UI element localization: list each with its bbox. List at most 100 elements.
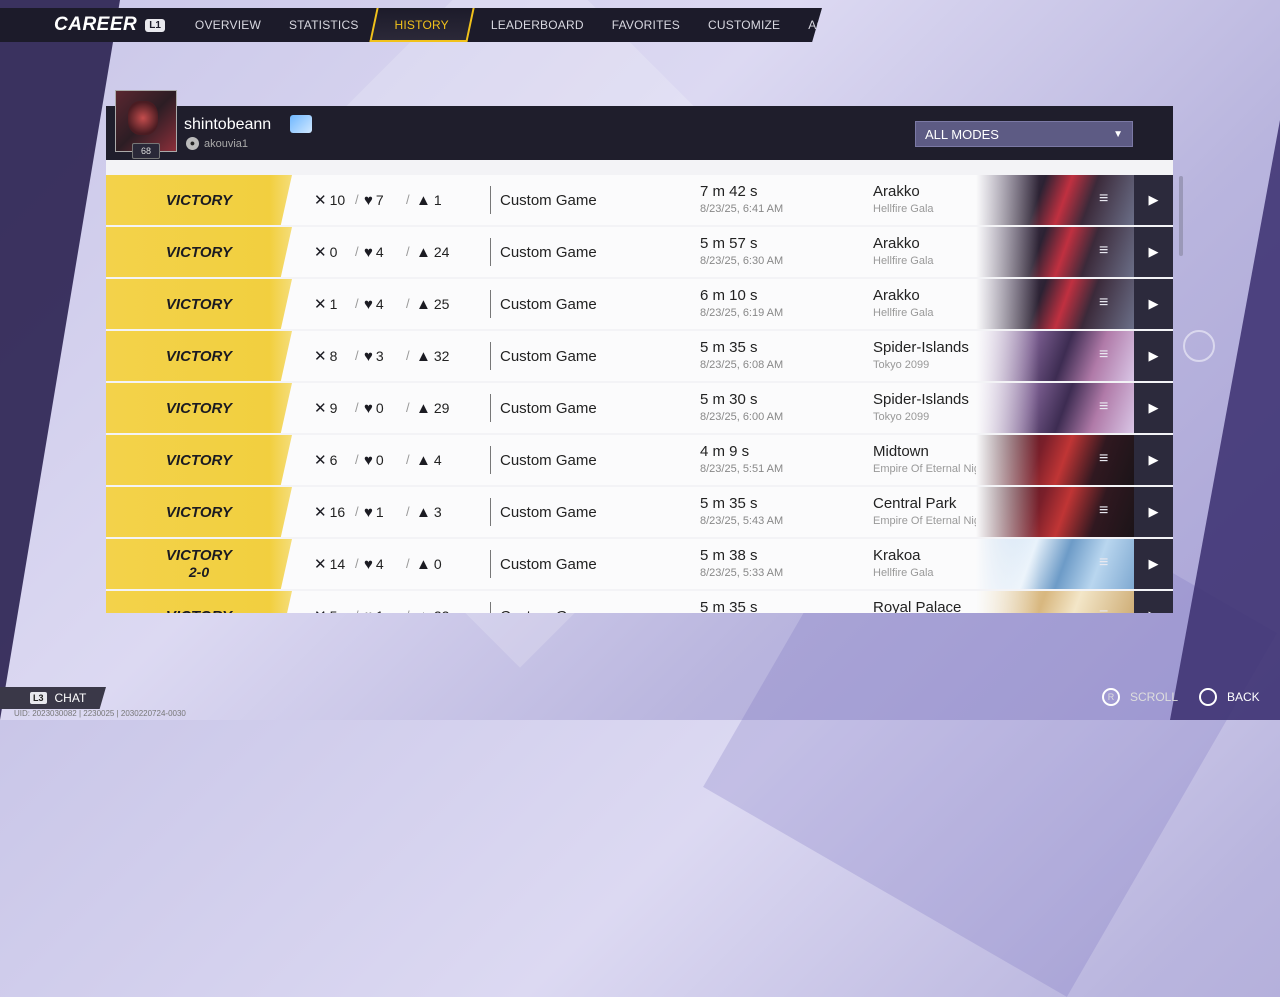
list-icon[interactable]: ≡ <box>1099 346 1109 363</box>
title-badge-icon <box>290 115 312 133</box>
assists-value: 3 <box>433 504 442 520</box>
career-title: CAREER <box>54 14 138 35</box>
crossed-swords-icon: ✕ <box>314 504 327 521</box>
match-row[interactable]: VICTORY ✕ 8 / ♥ 3 / ▲ 32 Custom Game 5 m… <box>106 331 1173 381</box>
list-icon[interactable]: ≡ <box>1099 502 1109 519</box>
divider <box>490 550 491 578</box>
match-row[interactable]: VICTORY ✕ 10 / ♥ 7 / ▲ 1 Custom Game 7 m… <box>106 175 1173 225</box>
back-button[interactable]: BACK <box>1199 688 1260 706</box>
avatar[interactable] <box>115 90 177 152</box>
crossed-swords-icon: ✕ <box>314 348 327 365</box>
play-icon: ▶ <box>1148 504 1159 519</box>
result-badge: VICTORY <box>106 227 292 277</box>
list-icon[interactable]: ≡ <box>1099 554 1109 571</box>
replay-play-button[interactable]: ▶ <box>1134 539 1173 589</box>
crossed-swords-icon: ✕ <box>314 296 327 313</box>
tab-favorites[interactable]: FAVORITES <box>611 18 681 32</box>
map-name: Krakoa <box>873 547 921 564</box>
map-name: Arakko <box>873 183 920 200</box>
deaths-stat: ♥ 1 <box>364 591 384 614</box>
assist-icon: ▲ <box>416 347 431 365</box>
list-icon[interactable]: ≡ <box>1099 294 1109 311</box>
crossed-swords-icon: ✕ <box>314 452 327 469</box>
result-label: VICTORY <box>165 399 233 417</box>
deaths-value: 1 <box>376 608 384 613</box>
match-row[interactable]: VICTORY ✕ 0 / ♥ 4 / ▲ 24 Custom Game 5 m… <box>106 227 1173 277</box>
assists-value: 24 <box>433 244 450 260</box>
replay-play-button[interactable]: ▶ <box>1134 435 1173 485</box>
replay-play-button[interactable]: ▶ <box>1134 591 1173 613</box>
deaths-value: 4 <box>375 556 384 572</box>
assists-value: 22 <box>434 608 450 613</box>
deaths-value: 4 <box>375 244 384 260</box>
play-icon: ▶ <box>1148 400 1159 415</box>
match-row[interactable]: VICTORY 2-0 ✕ 14 / ♥ 4 / ▲ 0 Custom Game… <box>106 539 1173 589</box>
match-row[interactable]: VICTORY ✕ 6 / ♥ 0 / ▲ 4 Custom Game 4 m … <box>106 435 1173 485</box>
match-row[interactable]: VICTORY ✕ 16 / ♥ 1 / ▲ 3 Custom Game 5 m… <box>106 487 1173 537</box>
replay-play-button[interactable]: ▶ <box>1134 175 1173 225</box>
tab-history[interactable]: HISTORY <box>373 8 471 42</box>
tab-achievements[interactable]: ACHIEVEMENTS <box>808 18 906 32</box>
assists-value: 0 <box>433 556 442 572</box>
replay-play-button[interactable]: ▶ <box>1134 279 1173 329</box>
result-badge: VICTORY <box>106 383 292 433</box>
match-row[interactable]: VICTORY ✕ 1 / ♥ 4 / ▲ 25 Custom Game 6 m… <box>106 279 1173 329</box>
list-icon[interactable]: ≡ <box>1099 606 1108 613</box>
divider: / <box>406 348 410 363</box>
replay-play-button[interactable]: ▶ <box>1134 383 1173 433</box>
username: shintobeann <box>184 116 272 133</box>
deaths-stat: ♥ 3 <box>364 331 384 381</box>
result-badge: VICTORY <box>106 279 292 329</box>
kills-value: 16 <box>329 504 346 520</box>
kills-stat: ✕ 10 <box>314 175 345 225</box>
deaths-value: 1 <box>375 504 384 520</box>
list-icon[interactable]: ≡ <box>1099 398 1109 415</box>
platform-icon: ● <box>186 137 199 150</box>
scrollbar[interactable] <box>1179 176 1183 256</box>
list-icon[interactable]: ≡ <box>1099 242 1109 259</box>
divider: / <box>406 244 410 259</box>
tab-leaderboard[interactable]: LEADERBOARD <box>490 18 584 32</box>
game-mode: Custom Game <box>500 243 597 261</box>
tab-statistics[interactable]: STATISTICS <box>288 18 359 32</box>
result-badge: VICTORY <box>106 331 292 381</box>
chevron-down-icon: ▼ <box>1113 129 1123 140</box>
mode-filter-select[interactable]: ALL MODES ▼ <box>915 121 1133 147</box>
circle-button-icon <box>1199 688 1217 706</box>
map-name: Arakko <box>873 287 920 304</box>
tab-customize[interactable]: CUSTOMIZE <box>708 18 781 32</box>
broken-heart-icon: ♥ <box>364 451 373 469</box>
result-label: VICTORY <box>165 191 233 209</box>
tab-overview[interactable]: OVERVIEW <box>194 18 261 32</box>
map-subtitle: Hellfire Gala <box>873 255 934 267</box>
match-date: 8/23/25, 6:00 AM <box>700 411 784 423</box>
assist-icon: ▲ <box>416 243 431 261</box>
map-name: Spider-Islands <box>873 339 969 356</box>
list-icon[interactable]: ≡ <box>1099 190 1109 207</box>
map-thumbnail <box>976 383 1134 433</box>
kills-value: 0 <box>329 244 338 260</box>
replay-play-button[interactable]: ▶ <box>1134 227 1173 277</box>
replay-play-button[interactable]: ▶ <box>1134 331 1173 381</box>
kills-stat: ✕ 9 <box>314 383 337 433</box>
map-name: Central Park <box>873 495 957 512</box>
result-label: VICTORY <box>165 451 233 469</box>
play-icon: ▶ <box>1148 192 1159 207</box>
chat-button[interactable]: L3 CHAT <box>0 687 106 709</box>
match-row[interactable]: VICTORY ✕ 9 / ♥ 0 / ▲ 29 Custom Game 5 m… <box>106 383 1173 433</box>
r1-hint[interactable]: R1 <box>935 19 956 32</box>
divider: / <box>355 504 359 519</box>
match-date: 8/23/25, 6:08 AM <box>700 359 784 371</box>
match-history-list[interactable]: VICTORY ✕ 10 / ♥ 7 / ▲ 1 Custom Game 7 m… <box>106 160 1173 613</box>
map-thumbnail <box>976 331 1134 381</box>
crossed-swords-icon: ✕ <box>314 192 327 209</box>
platform-username: akouvia1 <box>204 138 249 150</box>
match-row[interactable]: VICTORY ✕ 5 / ♥ 1 / ▲ 22 Custom Game 5 m… <box>106 591 1173 613</box>
list-icon[interactable]: ≡ <box>1099 450 1109 467</box>
kills-stat: ✕ 1 <box>314 279 337 329</box>
l1-hint[interactable]: L1 <box>145 18 165 32</box>
replay-play-button[interactable]: ▶ <box>1134 487 1173 537</box>
kills-value: 5 <box>330 608 338 613</box>
deaths-stat: ♥ 4 <box>364 539 384 589</box>
map-subtitle: Hellfire Gala <box>873 567 934 579</box>
